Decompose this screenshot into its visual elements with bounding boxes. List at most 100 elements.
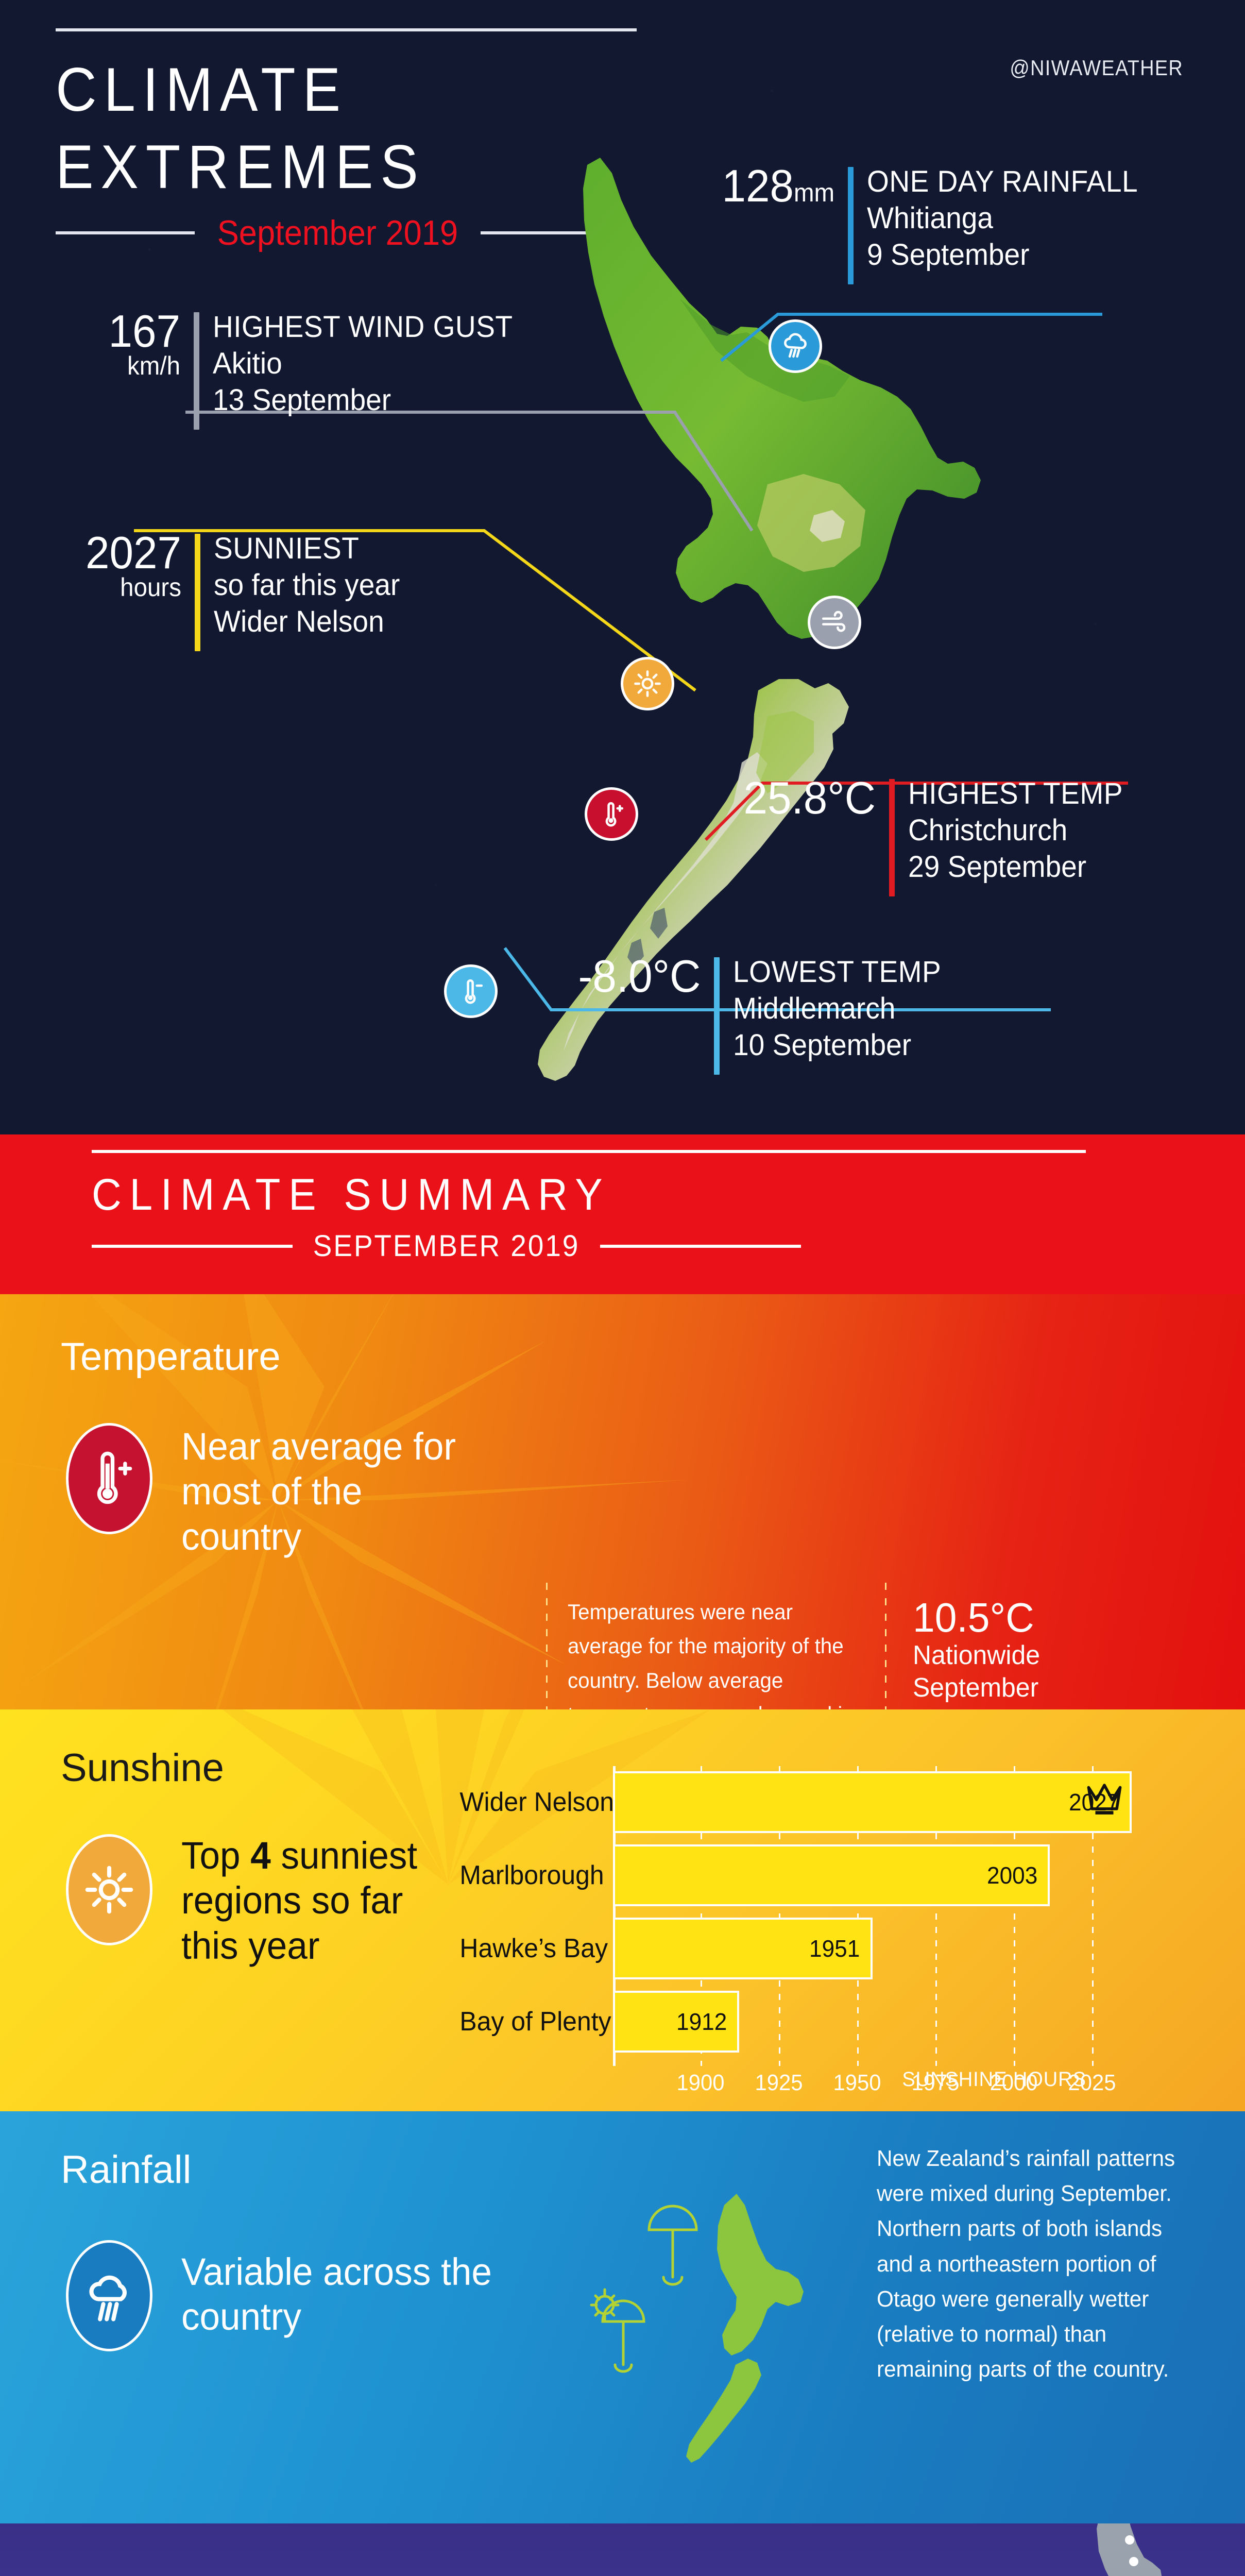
header-rule-left: [56, 231, 195, 234]
new-zealand-map: [525, 155, 1071, 1133]
chart-row: Bay of Plenty 1912: [453, 1991, 1174, 2053]
thermometer-plus-icon: [585, 787, 638, 841]
chart-rows: Wider Nelson 2027 Marlborough: [453, 1771, 1174, 2064]
chart-gridline: [701, 1766, 702, 2066]
chart-xtick: 1975: [911, 2070, 960, 2095]
centres-nz-minimap: [1097, 2523, 1162, 2576]
callout-place: Akitio: [213, 346, 282, 380]
callout-place: Whitianga: [867, 201, 994, 235]
callout-text: LOWEST TEMP Middlemarch 10 September: [733, 954, 941, 1063]
chart-axis-name: SUNSHINE HOURS: [902, 2068, 1086, 2091]
chart-x-axis: 1900 1925 1950 1975 2000 2025: [613, 2066, 1159, 2095]
sun-icon: [621, 657, 674, 710]
callout-highest-wind-gust: 167 km/h HIGHEST WIND GUST Akitio 13 Sep…: [67, 309, 528, 430]
section-title-temperature: Temperature: [61, 1335, 281, 1379]
chart-row: Wider Nelson 2027: [453, 1771, 1174, 1833]
chart-category-label: Bay of Plenty: [459, 2007, 611, 2037]
callout-accent-bar: [195, 534, 200, 651]
thermometer-plus-icon: [66, 1423, 152, 1534]
chart-track: 1912: [613, 1991, 1159, 2053]
header-rule-top: [56, 28, 637, 31]
chart-track: 1951: [613, 1918, 1159, 1979]
callout-value: 128mm: [722, 160, 835, 211]
chart-value-label: 2003: [986, 1862, 1037, 1889]
leader-line-sunniest: [124, 520, 711, 708]
sunshine-statement-post: sunniest regions so far this year: [181, 1834, 418, 1967]
climate-summary-banner: CLIMATE SUMMARY SEPTEMBER 2019: [0, 1134, 1245, 1294]
callout-lowest-temp: -8.0°C LOWEST TEMP Middlemarch 10 Septem…: [572, 953, 952, 1075]
chart-row: Hawke’s Bay 1951: [453, 1918, 1174, 1979]
temperature-divider-right: [885, 1583, 886, 1709]
crown-icon: [1087, 1784, 1122, 1815]
chart-xtick: 2025: [1068, 2070, 1116, 2095]
page-title: CLIMATE EXTREMES: [56, 55, 425, 201]
chart-bar: 2027: [613, 1771, 1132, 1833]
callout-place: so far this year: [214, 568, 400, 602]
callout-one-day-rainfall: 128mm ONE DAY RAINFALL Whitianga 9 Septe…: [716, 160, 1152, 284]
temperature-stat-value: 10.5°C: [913, 1595, 1034, 1640]
main-centres-section: Of the 6 main centres: [0, 2523, 1245, 2576]
callout-accent-bar: [889, 779, 895, 896]
callout-caption: SUNNIEST: [214, 532, 360, 565]
callout-place: Christchurch: [908, 813, 1068, 847]
sun-icon: [66, 1834, 152, 1945]
callout-text: HIGHEST TEMP Christchurch 29 September: [908, 776, 1123, 885]
callout-caption: HIGHEST WIND GUST: [213, 310, 513, 344]
banner-rule-top: [92, 1150, 1086, 1153]
chart-y-axis: [613, 1766, 616, 2066]
sunshine-section: Sunshine Top 4 sunniest regions so far t…: [0, 1709, 1245, 2111]
callout-date: 29 September: [908, 850, 1087, 884]
callout-sunniest: 2027 hours SUNNIEST so far this year Wid…: [52, 527, 410, 651]
chart-bar: 1912: [613, 1991, 740, 2053]
chart-xtick: 1925: [755, 2070, 803, 2095]
chart-track: 2027: [613, 1771, 1159, 1833]
callout-accent-bar: [848, 167, 854, 284]
callout-value: 25.8°C: [743, 772, 876, 823]
chart-value-label: 1912: [676, 2008, 727, 2035]
chart-xtick: 2000: [990, 2070, 1038, 2095]
temperature-stat-label: Nationwide September temperature: [913, 1640, 1051, 1709]
callout-value: 2027 hours: [86, 527, 181, 602]
sunshine-statement-number: 4: [250, 1834, 271, 1877]
sunshine-statement-pre: Top: [181, 1834, 251, 1877]
sunshine-rays-decoration: [222, 1709, 711, 1885]
chart-gridline: [857, 1766, 859, 2066]
temperature-statement: Near average for most of the country: [181, 1425, 456, 1558]
chart-category-label: Marlborough: [459, 1860, 604, 1890]
chart-gridline: [779, 1766, 780, 2066]
banner-rule-right: [600, 1244, 801, 1248]
rain-cloud-icon: [769, 319, 822, 373]
chart-bar: 1951: [613, 1918, 873, 1979]
leader-line-lowtemp: [484, 927, 1061, 1033]
climate-extremes-section: CLIMATE EXTREMES September 2019 @NIWAWEA…: [0, 0, 1245, 1134]
sunshine-bar-chart: Wider Nelson 2027 Marlborough: [453, 1766, 1174, 2095]
banner-rule-left: [92, 1244, 293, 1248]
rain-cloud-icon: [66, 2240, 152, 2351]
sunburst-decoration: [0, 1294, 690, 1709]
chart-row: Marlborough 2003: [453, 1844, 1174, 1906]
temperature-body: Temperatures were near average for the m…: [568, 1600, 854, 1709]
callout-accent-bar: [714, 957, 720, 1075]
rainfall-section: Rainfall Variable across the country New…: [0, 2111, 1245, 2523]
callout-caption: HIGHEST TEMP: [908, 777, 1123, 810]
callout-date: 9 September: [867, 238, 1030, 272]
chart-category-label: Wider Nelson: [459, 1787, 615, 1817]
temperature-stats: 10.5°C Nationwide September temperature …: [913, 1595, 1170, 1710]
header-rule-right: [480, 231, 620, 234]
rainfall-statement: Variable across the country: [181, 2250, 492, 2338]
callout-accent-bar: [194, 312, 199, 430]
header-subtitle-row: September 2019: [56, 213, 663, 253]
chart-gridline: [1092, 1766, 1094, 2066]
callout-caption: LOWEST TEMP: [733, 955, 942, 989]
callout-text: HIGHEST WIND GUST Akitio 13 September: [213, 309, 513, 418]
chart-xtick: 1900: [676, 2070, 725, 2095]
callout-highest-temp: 25.8°C HIGHEST TEMP Christchurch 29 Sept…: [737, 772, 1134, 896]
leader-line-wind: [155, 392, 773, 559]
rainfall-nz-illustration: [590, 2194, 804, 2463]
extremes-header: CLIMATE EXTREMES September 2019: [56, 28, 663, 253]
chart-category-label: Hawke’s Bay: [459, 1934, 608, 1963]
thermometer-minus-icon: [444, 964, 498, 1018]
temperature-section: Temperature Near average for most of the…: [0, 1294, 1245, 1709]
callout-date: Wider Nelson: [214, 604, 384, 638]
